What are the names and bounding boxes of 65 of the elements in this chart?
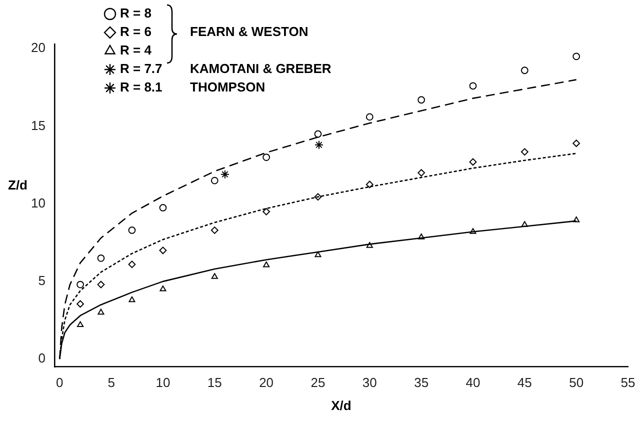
y-axis-title: Z/d — [8, 178, 28, 193]
point — [572, 52, 580, 60]
point — [366, 180, 374, 188]
y-tick-label: 20 — [30, 40, 46, 56]
point — [128, 296, 136, 302]
x-tick-label: 15 — [207, 375, 222, 390]
point — [469, 158, 477, 166]
y-tick-label: 0 — [38, 350, 46, 366]
point — [314, 140, 324, 150]
point — [418, 96, 426, 104]
point — [220, 170, 230, 179]
point — [159, 246, 167, 254]
point — [160, 286, 166, 292]
point — [314, 193, 322, 201]
x-tick-label: 55 — [620, 375, 636, 390]
point — [521, 221, 528, 227]
point — [97, 254, 105, 262]
legend-label: R = 8.1 — [120, 80, 162, 95]
point — [76, 280, 84, 288]
y-tick-label: 15 — [30, 118, 46, 133]
point — [97, 280, 105, 288]
annotation: THOMPSON — [190, 80, 266, 95]
x-tick-label: 50 — [569, 375, 584, 390]
x-tick-label: 45 — [517, 375, 532, 390]
point — [210, 176, 218, 184]
x-tick-label: 5 — [108, 375, 115, 390]
point — [572, 140, 580, 148]
x-tick-label: 0 — [56, 375, 64, 390]
point — [211, 273, 218, 279]
point — [128, 260, 136, 268]
point — [470, 228, 476, 234]
text: FEARN & WESTON — [190, 24, 308, 40]
point — [128, 226, 136, 234]
x-tick-label: 40 — [466, 375, 480, 390]
point — [210, 226, 218, 234]
point — [520, 66, 528, 74]
point — [366, 113, 374, 121]
legend-label: R = 6 — [120, 24, 152, 40]
point — [573, 216, 580, 222]
legend-label: R = 8 — [120, 6, 152, 21]
x-tick-label: 25 — [310, 375, 326, 390]
x-tick-label: 20 — [259, 375, 274, 390]
y-tick-label: 10 — [30, 195, 46, 210]
annotation: KAMOTANI & GREBER — [190, 61, 332, 76]
point — [262, 208, 270, 216]
point — [159, 204, 167, 212]
x-tick-label: 30 — [362, 375, 377, 390]
point — [76, 300, 84, 308]
point — [314, 130, 322, 138]
legend-label: R = 7.7 — [120, 61, 162, 76]
point — [98, 308, 104, 315]
point — [520, 148, 528, 156]
x-tick-label: 10 — [156, 375, 170, 390]
x-tick-label: 35 — [414, 375, 429, 390]
y-tick-label: 5 — [38, 273, 46, 288]
point — [314, 251, 322, 258]
legend-label: R = 4 — [120, 42, 152, 58]
point — [263, 261, 270, 268]
point — [366, 242, 373, 248]
point — [262, 154, 270, 161]
x-axis-title: X/d — [331, 398, 352, 413]
point — [418, 169, 426, 177]
point — [469, 82, 477, 90]
point — [77, 321, 84, 327]
point — [418, 234, 425, 240]
